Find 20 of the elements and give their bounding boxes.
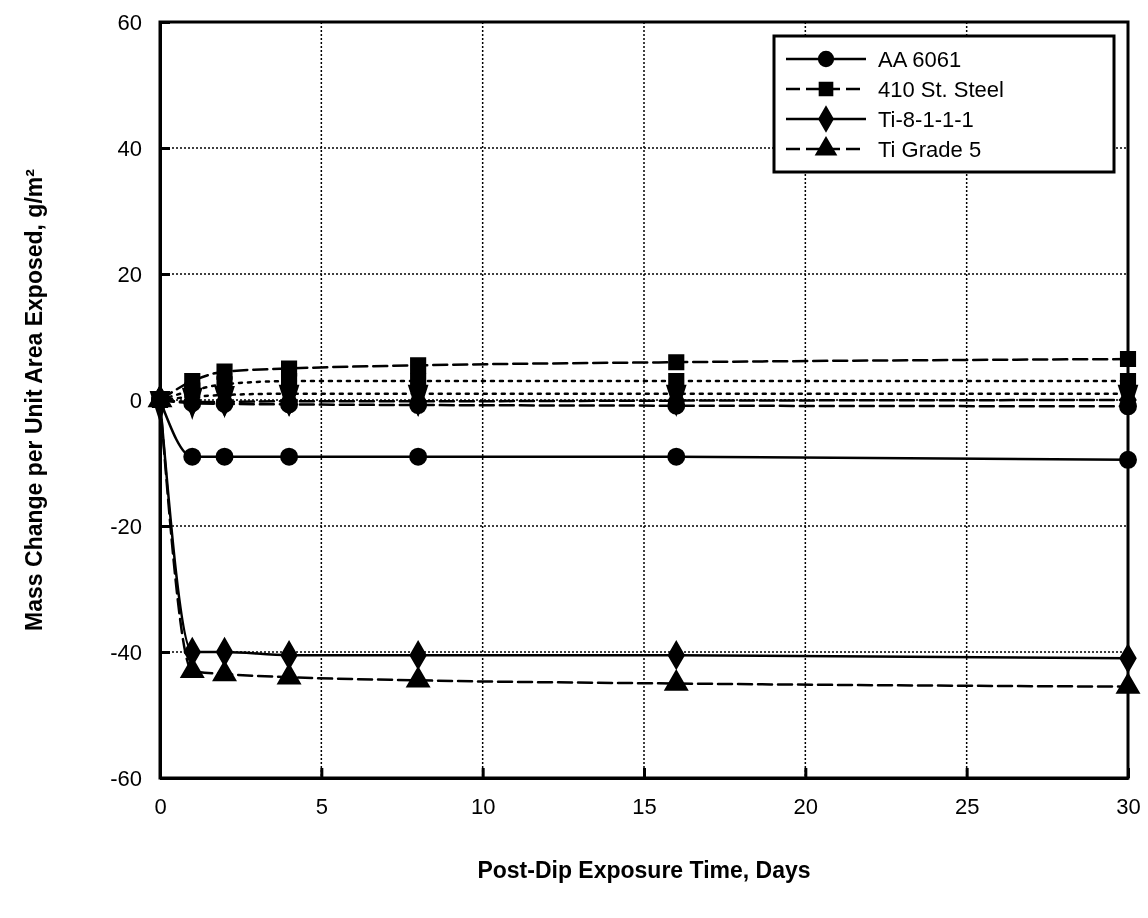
x-tick-label: 25 xyxy=(954,793,980,819)
legend-label: 410 St. Steel xyxy=(878,77,1004,102)
x-tick-label: 10 xyxy=(470,793,496,819)
x-tick-label: 5 xyxy=(315,793,328,819)
x-tick-label: 20 xyxy=(793,793,819,819)
y-tick-label: -60 xyxy=(110,765,142,791)
legend-label: Ti-8-1-1-1 xyxy=(878,107,974,132)
y-tick-label: -20 xyxy=(110,513,142,539)
x-tick-label: 15 xyxy=(632,793,657,819)
y-tick-label: -40 xyxy=(110,639,142,665)
y-tick-label: 0 xyxy=(129,387,142,413)
x-tick-label: 30 xyxy=(1116,793,1141,819)
legend-label: Ti Grade 5 xyxy=(878,137,982,162)
x-axis-title: Post-Dip Exposure Time, Days xyxy=(477,857,811,883)
x-tick-label: 0 xyxy=(154,793,167,819)
y-tick-label: 40 xyxy=(117,135,142,161)
legend-label: AA 6061 xyxy=(878,47,962,72)
y-tick-label: 20 xyxy=(117,261,142,287)
y-axis-title: Mass Change per Unit Area Exposed, g/m² xyxy=(21,168,47,631)
y-tick-label: 60 xyxy=(117,9,142,35)
